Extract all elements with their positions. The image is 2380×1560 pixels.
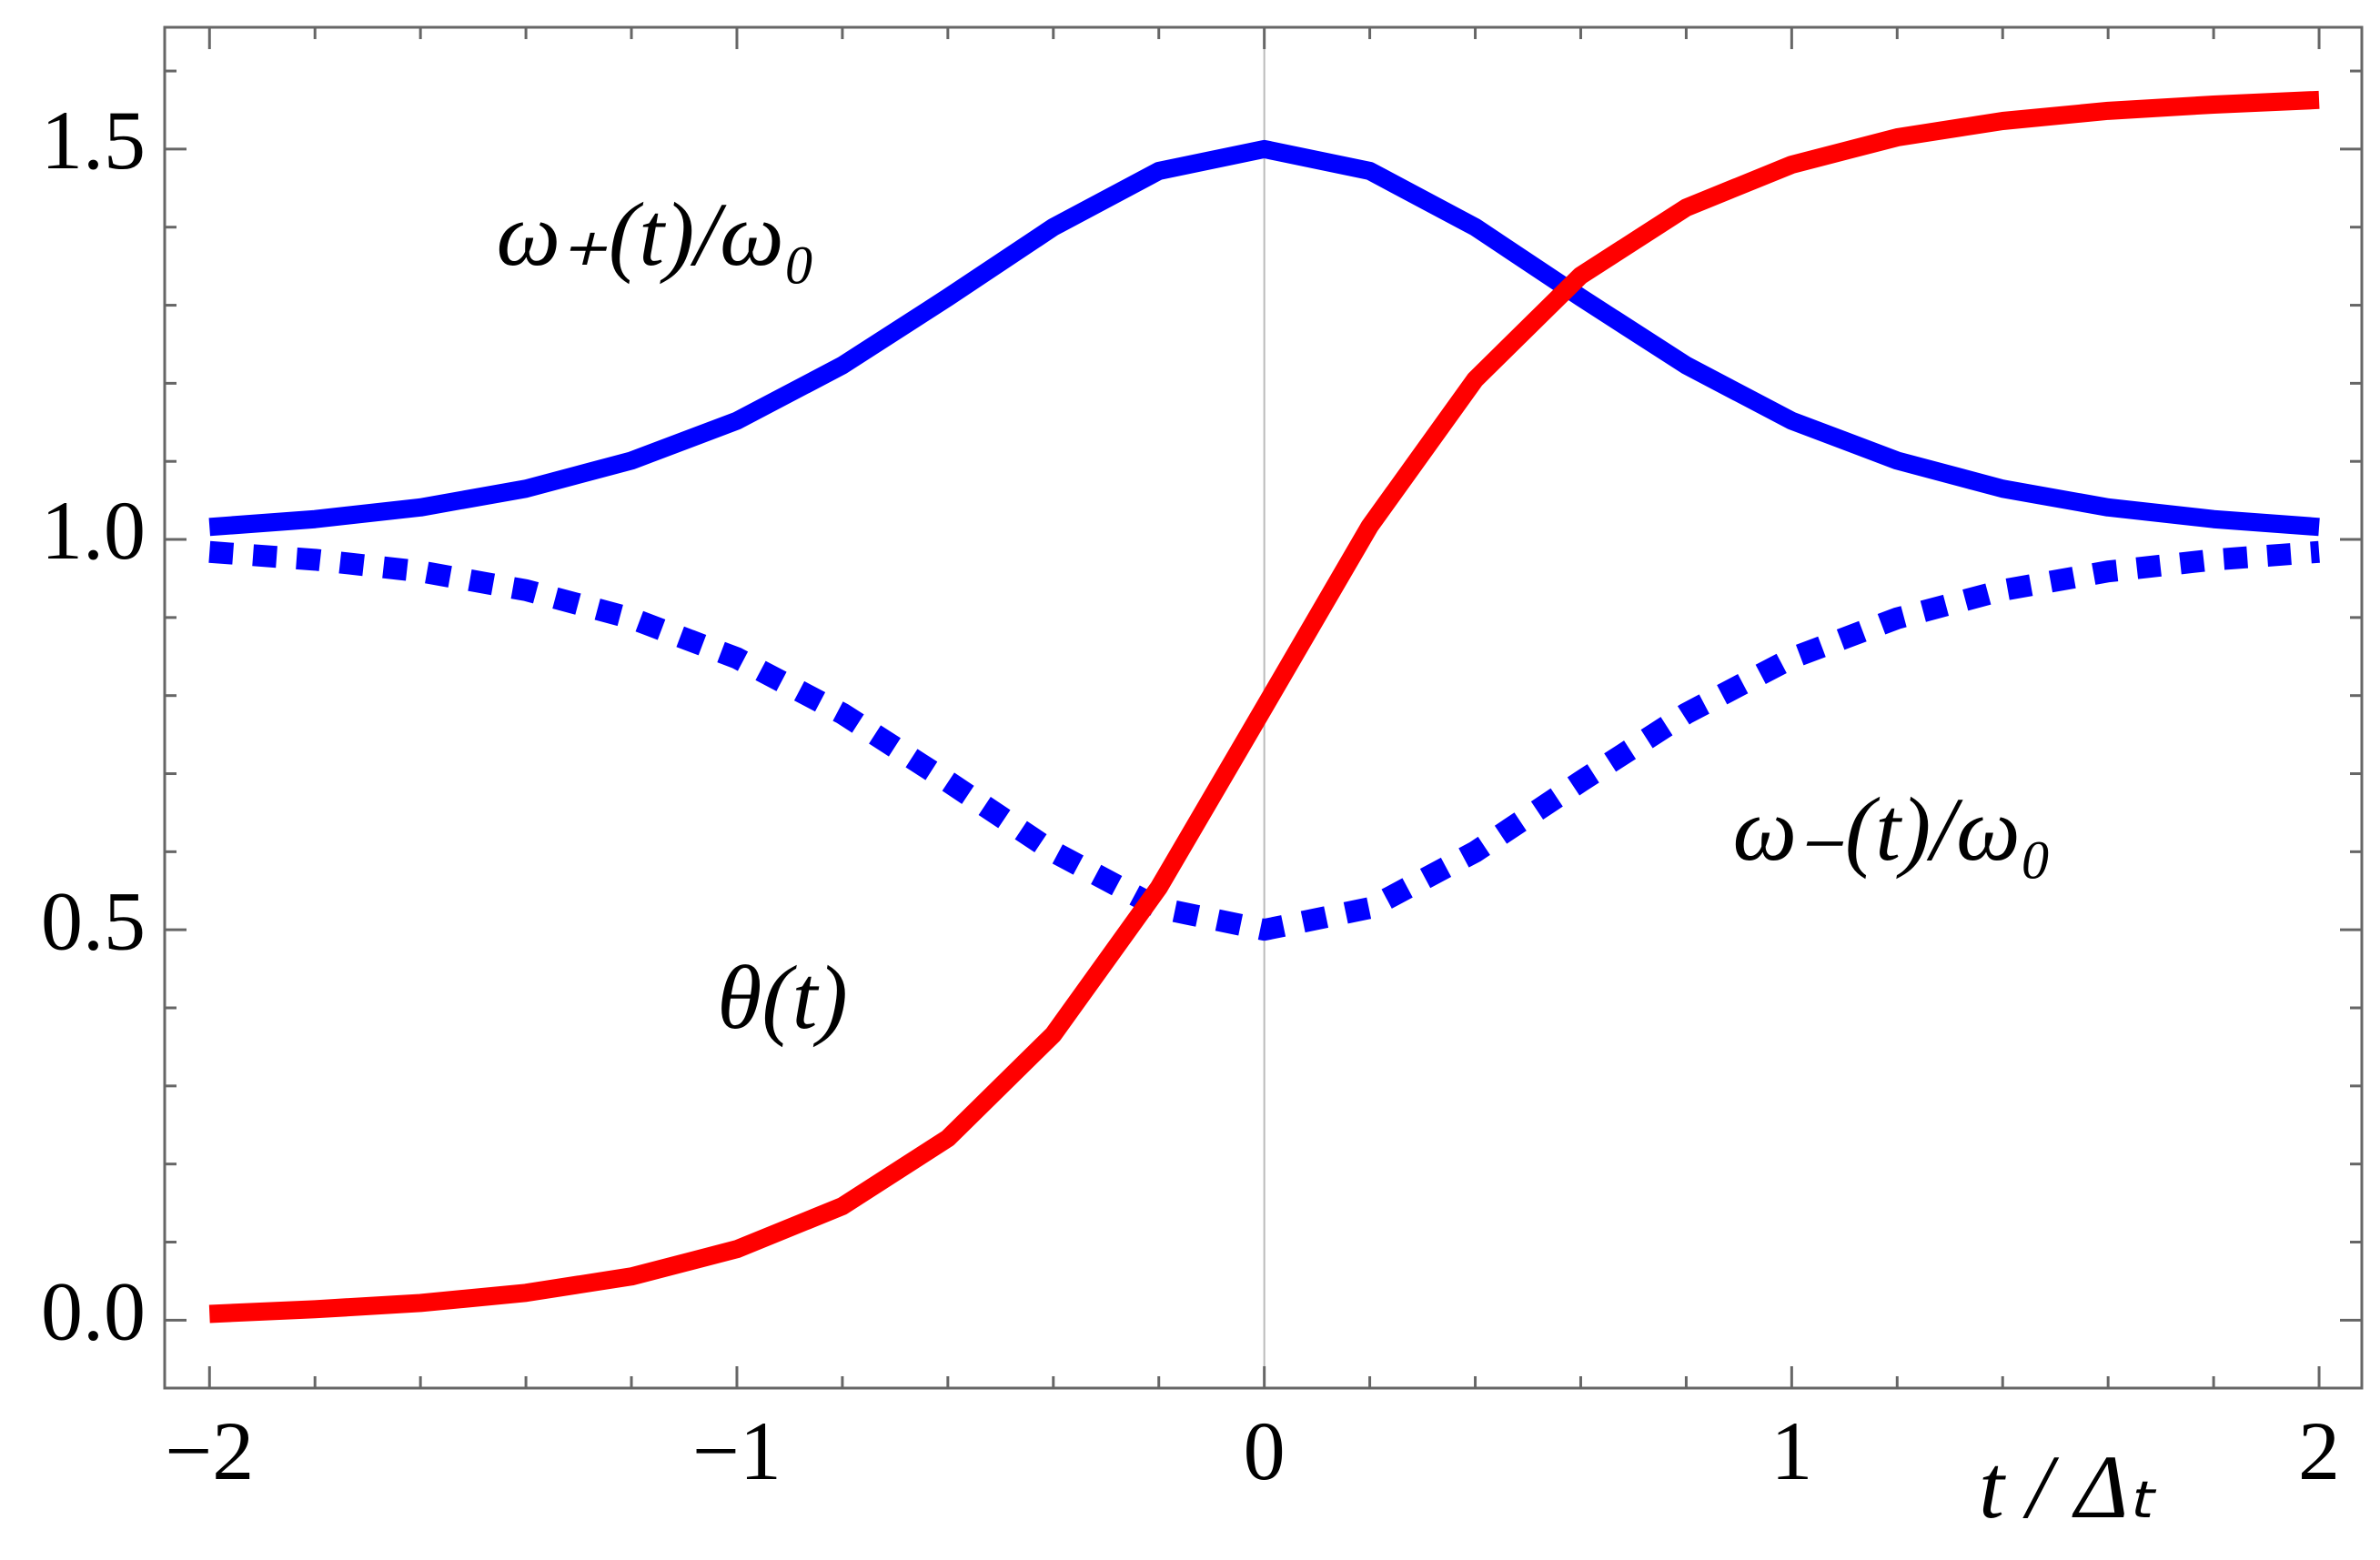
x-tick-label: −1 [692,1404,782,1497]
y-tick-label: 0.5 [41,874,146,967]
x-tick-label: 2 [2298,1404,2340,1497]
series-label: ω₊(t)/ω₀ [497,184,816,285]
series-line [208,90,2320,1323]
series-label: θ(t) [717,947,848,1048]
x-tick-label: −2 [165,1404,254,1497]
y-tick-label: 1.5 [41,94,146,186]
series-label: ω₋(t)/ω₀ [1733,779,2052,880]
y-tick-label: 0.0 [41,1264,146,1357]
x-tick-label: 0 [1244,1404,1286,1497]
series-line [208,540,2320,941]
x-tick-label: 1 [1770,1404,1812,1497]
y-tick-label: 1.0 [41,484,146,577]
series-line [208,139,2320,537]
x-axis-label: t / Δₜ [1979,1436,2156,1537]
